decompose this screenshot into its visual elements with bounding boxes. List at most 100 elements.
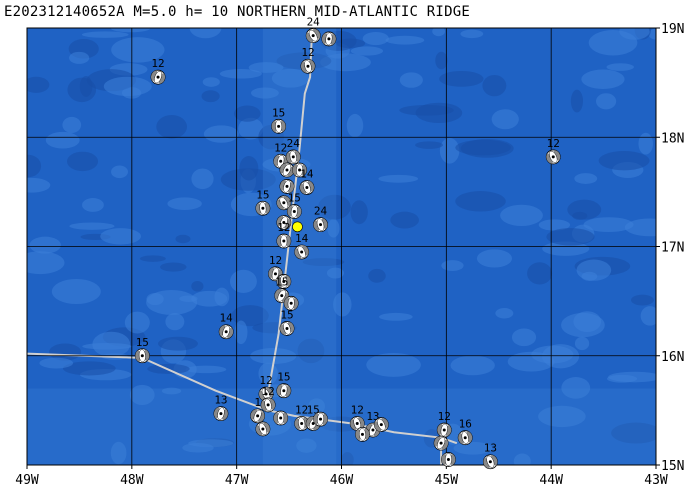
beachball-quadrant [294,247,302,259]
beachball-dot [298,168,302,172]
beachball-dot [282,389,286,393]
bathymetry-patch [175,234,191,244]
bathymetry-patch [415,141,443,149]
beachball-dot [266,403,270,407]
beachball-quadrant [158,72,166,85]
focal-mechanism: 14 [299,168,315,195]
depth-label: 12 [259,374,272,387]
bathymetry-patch [576,259,612,281]
bathymetry-patch [455,191,506,212]
longitude-label: 46W [330,473,354,488]
focal-mechanism: 24 [305,16,321,44]
bathymetry-patch [233,105,261,122]
bathymetry-patch [482,74,507,97]
depth-label: 14 [300,168,314,181]
beachball-dot [156,75,160,79]
bathymetry-patch [399,72,423,88]
bathymetry-patch [350,46,384,56]
depth-label: 12 [547,137,560,150]
bathymetry-patch [302,258,345,267]
beachball-dot [463,436,467,440]
bathymetry-patch [378,174,419,183]
beachball-quadrant [306,180,314,193]
bathymetry-patch [69,222,115,230]
bathymetry-patch [191,280,204,292]
bathymetry-patch [165,313,185,331]
bathymetry-patch [296,438,317,453]
bathymetry-patch [110,28,151,33]
latitude-label: 19N [661,22,684,37]
bathymetry-patch [561,312,605,338]
plate-boundary-line [265,28,314,406]
bathymetry-patch [326,267,345,279]
bathymetry-patch [203,125,239,143]
bathymetry-patch [139,255,166,262]
beachball-dot [319,417,323,421]
depth-label: 24 [307,16,321,29]
focal-mechanism: 12 [300,46,316,74]
bathymetry-patch [595,93,617,110]
depth-label: 12 [295,403,308,416]
focal-mechanism [255,421,271,437]
bathymetry-patch [450,355,495,376]
beachball-quadrant [262,421,270,434]
depth-label: 14 [220,312,234,325]
beachball-dot [311,421,315,425]
bathymetry-patch [220,168,276,191]
beachball-quadrant [257,411,265,423]
focal-mechanism: 13 [213,394,229,422]
focal-mechanism [276,274,292,289]
bathymetry-patch [441,260,464,272]
bathymetry-patch [561,376,591,399]
beachball-dot [140,354,144,358]
bathymetry-patch [156,114,188,139]
beachball-quadrant [276,215,284,227]
depth-label: 12 [269,254,282,267]
focal-mechanism [355,427,370,442]
bathymetry-patch [146,292,164,306]
bathymetry-patch [333,292,352,317]
beachball-dot [289,301,293,305]
depth-label: 12 [274,141,287,154]
bathymetry-patch [390,211,419,229]
focal-mechanism: 12 [258,374,274,402]
bathymetry-patch [158,336,198,351]
bathymetry-patch [229,269,257,294]
focal-mechanism [273,410,289,426]
bathymetry-patch [439,137,460,164]
beachball-dot [279,159,283,163]
depth-label: 15 [256,188,269,201]
beachball-dot [439,441,443,445]
depth-label: 1 [254,396,261,409]
beachball-dot [446,458,450,462]
bathymetry-patch [129,384,155,405]
beachball-dot [371,428,375,432]
bathymetry-patch [191,290,228,307]
depth-label: 12 [261,385,274,398]
longitude-label: 47W [225,473,249,488]
beachball-dot [379,423,383,427]
longitude-label: 49W [15,473,39,488]
bathymetry-patch [111,37,165,63]
focal-mechanism [441,452,456,467]
latitude-label: 15N [661,459,684,474]
bathymetry-patch [638,132,653,155]
longitude-labels: 49W 48W 47W 46W 45W 44W 43W [15,465,668,488]
beachball-dot [285,326,289,330]
focal-mechanism [292,162,307,178]
bathymetry-patch [538,219,571,231]
beachball-dot [306,64,310,68]
depth-label: 15 [288,192,301,205]
focal-mechanism: 12 [276,221,292,249]
beachball-dot [282,279,286,283]
bathymetry-patch [495,308,514,319]
bathymetry-patch [546,228,595,246]
beachball-dot [280,294,284,298]
depth-label: 15 [277,371,290,384]
depth-label: 15 [275,276,288,289]
latitude-label: 18N [661,131,684,146]
bathymetry-patch [346,113,364,138]
depth-label: 13 [484,442,497,455]
beachball-dot [311,34,315,38]
